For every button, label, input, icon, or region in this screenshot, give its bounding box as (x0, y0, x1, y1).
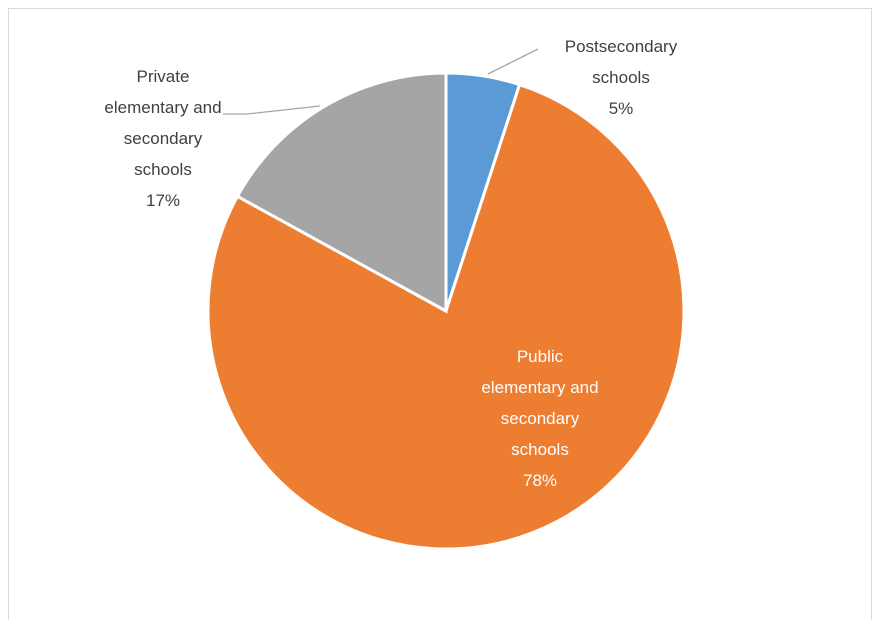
leader-line-postsecondary (487, 48, 539, 75)
data-label-private: Private elementary and secondary schools 17% (104, 67, 221, 210)
pie-slice-public (206, 82, 686, 551)
data-label-postsecondary: Postsecondary schools 5% (565, 37, 678, 118)
data-label-public: Public elementary and secondary schools 78% (481, 347, 598, 490)
pie-slice-private (235, 71, 448, 314)
chart-area (8, 8, 872, 620)
leader-line-private (223, 105, 321, 115)
